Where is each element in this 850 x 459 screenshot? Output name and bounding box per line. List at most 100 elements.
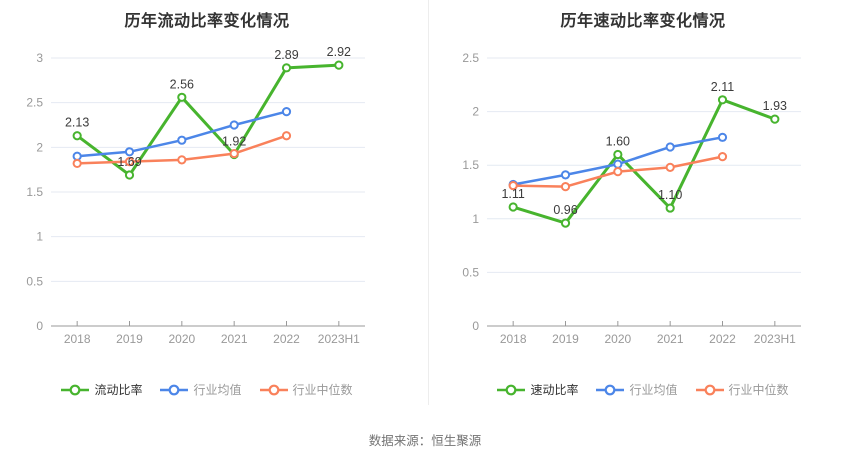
legend-item-行业中位数[interactable]: 行业中位数 xyxy=(259,383,353,397)
legend-label: 速动比率 xyxy=(530,383,579,397)
data-point-marker xyxy=(229,148,239,159)
data-source-text: 数据来源：恒生聚源 xyxy=(368,434,482,448)
y-axis-label: 1.5 xyxy=(462,158,479,172)
legend-marker-icon xyxy=(61,384,90,396)
data-point-marker xyxy=(665,203,675,213)
y-axis-label: 0.5 xyxy=(26,274,43,288)
data-label: 1.11 xyxy=(501,187,524,201)
data-point-marker xyxy=(229,120,239,130)
legend-marker-icon xyxy=(596,384,625,396)
legend-item-行业均值[interactable]: 行业均值 xyxy=(596,383,678,397)
current-ratio-chart: 历年流动比率变化情况 0 0.5 1 1.5 2 2.5 3 2018 2019 2020 2021… xyxy=(0,0,414,415)
x-axis-label: 2019 xyxy=(552,332,579,346)
y-axis-label: 2.5 xyxy=(26,96,43,110)
legend-marker-icon xyxy=(160,384,189,396)
legend-marker-circle xyxy=(704,384,715,396)
legend-label: 行业中位数 xyxy=(292,383,353,397)
chart-divider xyxy=(428,0,429,405)
quick-ratio-chart: 历年速动比率变化情况 0 0.5 1 1.5 2 2.5 2018 2019 2020 2021 2… xyxy=(436,0,850,415)
legend-label: 行业均值 xyxy=(629,383,678,397)
data-point-marker xyxy=(770,114,780,124)
legend-marker-icon xyxy=(497,384,526,396)
plot-area: 0 0.5 1 1.5 2 2.5 3 2018 2019 2020 2021 2022 2023H1 2… xyxy=(26,45,365,346)
legend-marker-circle xyxy=(605,384,616,396)
data-point-marker xyxy=(281,107,292,117)
x-axis-label: 2019 xyxy=(116,332,143,346)
y-axis-label: 1 xyxy=(472,212,479,226)
data-point-marker xyxy=(508,202,518,212)
data-point-marker xyxy=(124,157,135,167)
x-axis-label: 2022 xyxy=(273,332,300,346)
data-label: 1.69 xyxy=(117,155,141,169)
data-point-marker xyxy=(613,159,623,169)
data-point-marker xyxy=(613,149,623,160)
data-point-marker xyxy=(72,158,82,169)
data-label: 0.96 xyxy=(553,203,577,217)
data-label: 1.92 xyxy=(222,134,246,148)
data-label: 2.13 xyxy=(65,116,89,130)
data-point-marker xyxy=(177,155,187,165)
legend-item-流动比率[interactable]: 流动比率 xyxy=(61,383,142,397)
data-point-marker xyxy=(717,95,728,105)
data-point-marker xyxy=(124,147,135,157)
legend-label: 行业中位数 xyxy=(728,383,789,397)
data-point-marker xyxy=(177,135,187,145)
data-point-marker xyxy=(177,92,187,102)
y-axis-label: 0 xyxy=(36,319,43,333)
x-axis-label: 2018 xyxy=(64,332,91,346)
data-label: 1.93 xyxy=(763,99,787,113)
data-label: 1.60 xyxy=(606,134,630,148)
legend-marker-icon xyxy=(259,384,288,396)
legend-marker-circle xyxy=(169,384,180,396)
y-axis-label: 0.5 xyxy=(462,265,479,279)
x-axis-label: 2018 xyxy=(500,332,527,346)
data-label: 2.11 xyxy=(711,80,734,94)
y-axis-label: 1.5 xyxy=(26,185,43,199)
legend: 速动比率 行业均值 行业中位数 xyxy=(436,383,850,397)
data-point-marker xyxy=(613,167,623,177)
data-point-marker xyxy=(281,63,292,73)
y-axis-label: 3 xyxy=(36,51,43,65)
legend-marker-circle xyxy=(268,384,279,396)
data-label: 2.56 xyxy=(170,77,194,91)
data-point-marker xyxy=(124,170,135,180)
legend-item-速动比率[interactable]: 速动比率 xyxy=(497,383,578,397)
chart-title: 历年速动比率变化情况 xyxy=(560,13,726,30)
data-point-marker xyxy=(281,131,292,141)
series-line-速动比率 xyxy=(511,98,777,225)
data-label: 1.10 xyxy=(658,188,682,202)
data-point-marker xyxy=(665,142,675,152)
legend-marker-circle xyxy=(506,384,517,396)
x-axis-label: 2020 xyxy=(604,332,631,346)
data-point-marker xyxy=(508,180,518,191)
x-axis-label: 2022 xyxy=(709,332,736,346)
x-axis-label: 2021 xyxy=(657,332,684,346)
data-point-marker xyxy=(560,182,571,192)
legend: 流动比率 行业均值 行业中位数 xyxy=(0,383,414,397)
data-point-marker xyxy=(560,170,571,180)
y-axis-label: 2.5 xyxy=(462,51,479,65)
series-line-流动比率 xyxy=(75,63,341,177)
legend-label: 流动比率 xyxy=(94,383,143,397)
x-axis-label: 2023H1 xyxy=(754,332,796,346)
data-point-marker xyxy=(717,132,728,142)
legend-item-行业中位数[interactable]: 行业中位数 xyxy=(695,383,789,397)
legend-label: 行业均值 xyxy=(193,383,242,397)
data-point-marker xyxy=(665,162,675,172)
data-point-marker xyxy=(334,60,344,70)
legend-marker-icon xyxy=(695,384,724,396)
data-point-marker xyxy=(560,218,571,228)
data-point-marker xyxy=(72,131,82,141)
y-axis-label: 2 xyxy=(472,105,479,119)
plot-area: 0 0.5 1 1.5 2 2.5 2018 2019 2020 2021 2022 2023H1 1.… xyxy=(462,51,801,346)
data-point-marker xyxy=(717,152,728,162)
x-axis-label: 2020 xyxy=(168,332,195,346)
data-point-marker xyxy=(72,151,82,161)
legend-marker-circle xyxy=(70,384,81,396)
y-axis-label: 1 xyxy=(36,230,43,244)
data-label: 2.92 xyxy=(327,45,351,59)
legend-item-行业均值[interactable]: 行业均值 xyxy=(160,383,242,397)
x-axis-label: 2023H1 xyxy=(318,332,360,346)
y-axis-label: 2 xyxy=(36,140,43,154)
